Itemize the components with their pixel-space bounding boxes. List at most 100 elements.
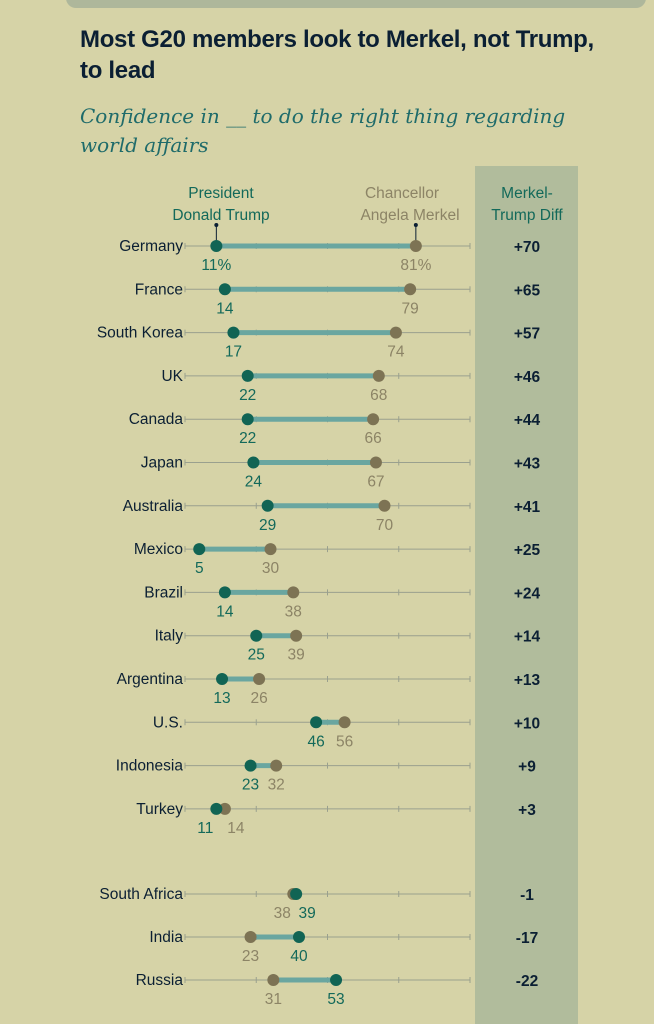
trump-value-label: 5 — [195, 560, 204, 577]
merkel-value-label: 38 — [285, 603, 302, 620]
trump-dot — [310, 716, 323, 729]
merkel-value-label: 66 — [364, 430, 381, 447]
merkel-dot — [367, 413, 380, 426]
country-label: Indonesia — [116, 758, 184, 775]
country-label: Turkey — [136, 801, 183, 818]
trump-dot — [216, 673, 229, 685]
diff-value: +10 — [514, 715, 540, 732]
country-label: Argentina — [117, 671, 184, 688]
country-label: Russia — [136, 972, 184, 989]
trump-value-label: 11 — [197, 820, 213, 837]
diff-value: +43 — [514, 456, 541, 473]
diff-value: +44 — [514, 412, 541, 429]
diff-value: +46 — [514, 369, 541, 386]
diff-value: +9 — [518, 759, 536, 776]
country-label: Canada — [129, 411, 184, 428]
merkel-dot — [287, 586, 300, 599]
diff-value: +70 — [514, 239, 540, 256]
trump-dot — [241, 413, 254, 426]
diff-value: +65 — [514, 282, 541, 299]
trump-value-label: 23 — [242, 777, 259, 794]
merkel-dot — [218, 802, 231, 815]
legend-merkel-line1: Chancellor — [365, 185, 439, 202]
trump-value-label: 17 — [225, 344, 242, 361]
diff-value: +24 — [514, 585, 541, 602]
merkel-value-label: 67 — [367, 474, 384, 491]
merkel-value-label: 31 — [265, 991, 282, 1008]
diff-value: -1 — [520, 887, 534, 904]
merkel-dot — [404, 283, 417, 296]
merkel-value-label: 30 — [262, 560, 280, 577]
trump-dot — [330, 974, 343, 986]
legend-diff-line2: Trump Diff — [491, 207, 563, 224]
merkel-value-label: 26 — [250, 690, 267, 707]
trump-dot — [250, 629, 263, 642]
trump-dot — [244, 759, 257, 772]
merkel-value-label: 74 — [387, 344, 405, 361]
trump-value-label: 53 — [327, 991, 344, 1008]
country-label: U.S. — [153, 714, 183, 731]
merkel-value-label: 14 — [227, 820, 245, 837]
trump-dot — [210, 240, 223, 252]
top-bar — [66, 0, 646, 8]
diff-value: +41 — [514, 499, 541, 516]
trump-value-label: 14 — [216, 300, 234, 317]
trump-dot — [218, 283, 231, 296]
trump-value-label: 14 — [216, 603, 234, 620]
country-label: France — [135, 281, 183, 298]
trump-value-label: 22 — [239, 387, 256, 404]
merkel-dot — [290, 629, 303, 642]
merkel-value-label: 39 — [288, 647, 305, 664]
diff-value: +57 — [514, 326, 540, 343]
diff-value: +14 — [514, 629, 541, 646]
merkel-value-label: 79 — [402, 300, 419, 317]
trump-value-label: 39 — [299, 905, 316, 922]
country-label: Japan — [141, 455, 183, 472]
trump-dot — [261, 499, 274, 512]
trump-value-label: 24 — [245, 474, 263, 491]
merkel-value-label: 32 — [268, 777, 285, 794]
merkel-dot — [378, 499, 391, 512]
trump-value-label: 29 — [259, 517, 276, 534]
trump-value-label: 22 — [239, 430, 256, 447]
country-label: South Africa — [99, 886, 183, 903]
country-label: Australia — [123, 498, 184, 515]
chart-title: Most G20 members look to Merkel, not Tru… — [80, 26, 594, 84]
merkel-dot — [389, 326, 402, 339]
diff-value: +25 — [514, 542, 541, 559]
merkel-value-label: 56 — [336, 733, 353, 750]
trump-value-label: 25 — [248, 647, 265, 664]
legend-merkel-line2: Angela Merkel — [360, 207, 459, 224]
trump-dot — [290, 888, 303, 900]
diff-value: +13 — [514, 672, 541, 689]
merkel-dot — [372, 369, 385, 382]
trump-dot — [227, 326, 240, 339]
merkel-dot — [253, 673, 266, 685]
trump-value-label: 13 — [213, 690, 230, 707]
merkel-value-label: 68 — [370, 387, 387, 404]
trump-dot — [241, 369, 254, 382]
diff-value: -17 — [516, 930, 538, 947]
diff-column-band — [475, 166, 578, 1024]
merkel-value-label: 70 — [376, 517, 394, 534]
trump-dot — [218, 586, 231, 599]
merkel-dot — [338, 716, 351, 729]
trump-value-label: 40 — [290, 948, 308, 965]
merkel-dot — [409, 240, 422, 252]
country-label: Italy — [155, 628, 184, 645]
trump-dot — [210, 802, 223, 815]
merkel-dot — [369, 456, 382, 469]
merkel-value-label: 38 — [274, 905, 291, 922]
country-label: Mexico — [134, 541, 183, 558]
country-label: UK — [161, 368, 183, 385]
trump-value-label: 11% — [201, 257, 231, 274]
diff-value: +3 — [518, 802, 536, 819]
diff-value: -22 — [516, 973, 538, 990]
trump-dot — [293, 931, 305, 943]
country-label: South Korea — [97, 325, 184, 342]
chart-subtitle: Confidence in __ to do the right thing r… — [80, 104, 566, 157]
country-label: Germany — [119, 238, 183, 255]
legend-merkel-leader-dot — [413, 223, 418, 227]
merkel-dot — [270, 759, 283, 772]
